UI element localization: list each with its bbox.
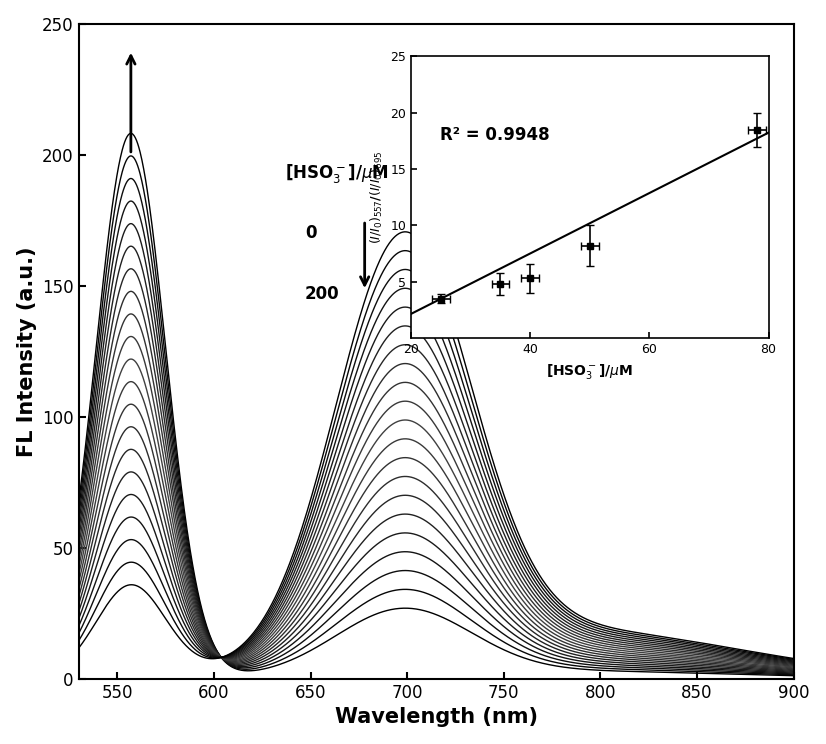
Text: [HSO$_3^-$]/$\mu$M: [HSO$_3^-$]/$\mu$M — [286, 161, 389, 185]
X-axis label: Wavelength (nm): Wavelength (nm) — [335, 708, 538, 728]
Text: 0: 0 — [305, 225, 316, 243]
Y-axis label: FL Intensity (a.u.): FL Intensity (a.u.) — [17, 246, 36, 457]
Text: 200: 200 — [305, 285, 339, 303]
